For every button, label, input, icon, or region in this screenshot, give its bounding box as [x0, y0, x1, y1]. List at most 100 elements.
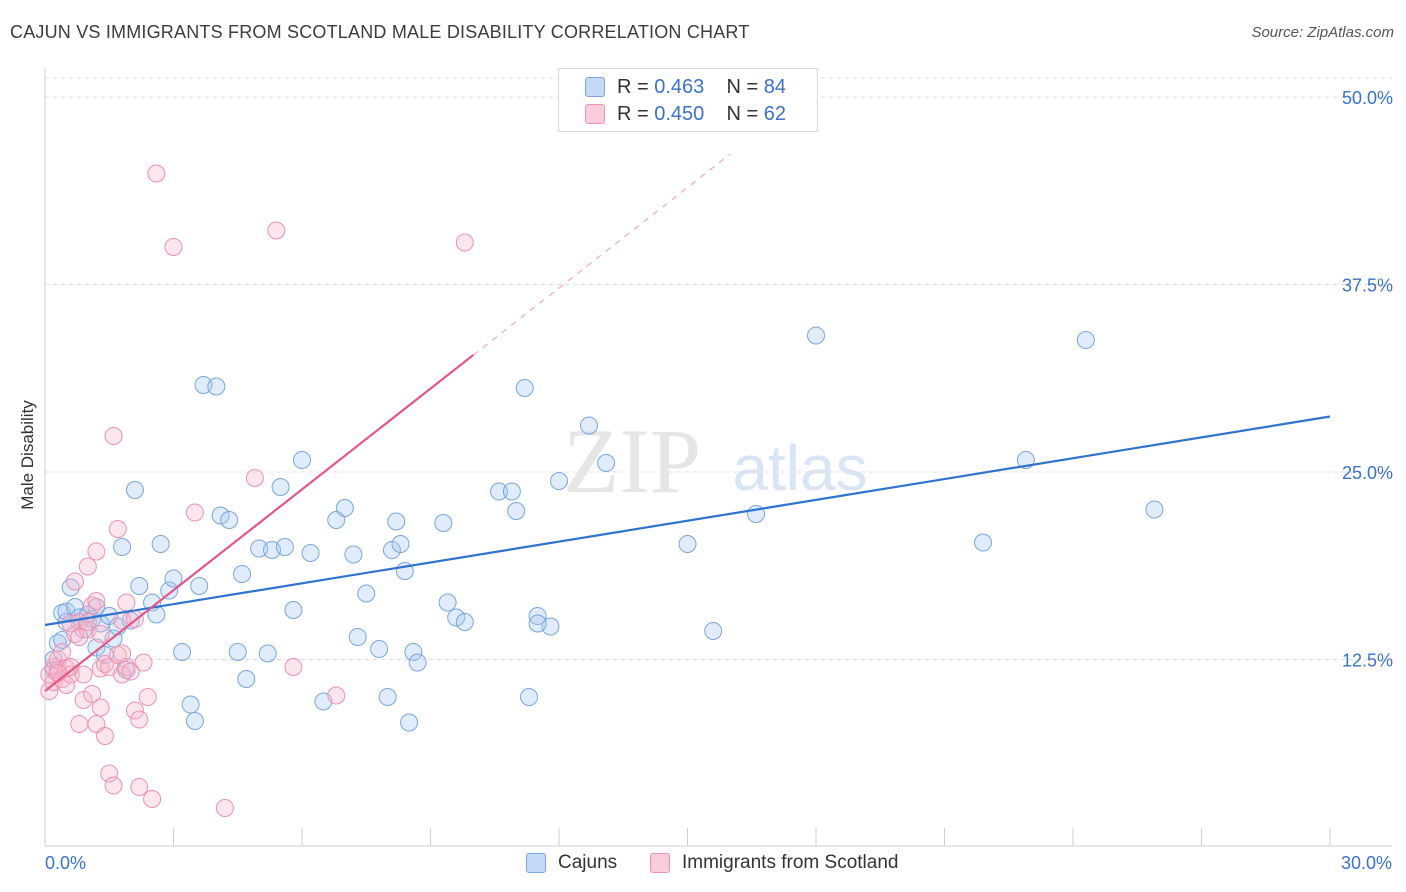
data-point-cajuns: [387, 512, 406, 531]
data-point-cajuns: [400, 713, 419, 732]
legend-r-label: R =: [617, 102, 649, 125]
legend-swatch-scotland: [585, 104, 605, 124]
data-point-cajuns: [1076, 331, 1095, 349]
data-point-scotland: [104, 427, 123, 445]
data-point-cajuns: [704, 622, 723, 640]
trend-extension-scotland: [472, 153, 731, 356]
watermark-atlas: atlas: [732, 432, 867, 504]
data-point-scotland: [125, 701, 144, 720]
data-point-scotland: [87, 592, 106, 610]
data-point-cajuns: [181, 695, 200, 714]
data-point-cajuns: [550, 472, 568, 490]
legend-swatch-cajuns: [585, 77, 605, 97]
data-point-cajuns: [194, 376, 213, 394]
data-point-cajuns: [211, 506, 230, 525]
data-point-cajuns: [1145, 500, 1164, 519]
data-point-scotland: [267, 221, 286, 240]
chart-title: CAJUN VS IMMIGRANTS FROM SCOTLAND MALE D…: [10, 22, 750, 42]
data-point-cajuns: [125, 481, 144, 499]
legend-swatch-cajuns: [526, 853, 546, 873]
data-point-cajuns: [301, 544, 320, 562]
data-point-scotland: [61, 665, 80, 684]
y-tick-label: 12.5%: [1342, 651, 1393, 671]
trend-line-scotland: [44, 354, 475, 692]
data-point-scotland: [134, 653, 153, 672]
data-point-cajuns: [357, 584, 376, 603]
data-point-scotland: [113, 644, 132, 663]
data-point-scotland: [117, 593, 136, 612]
legend-swatch-scotland: [650, 853, 670, 873]
data-point-scotland: [95, 727, 114, 745]
data-point-cajuns: [275, 538, 294, 556]
data-point-scotland: [245, 469, 264, 487]
data-point-scotland: [164, 238, 183, 256]
data-points: [40, 164, 1164, 817]
correlation-legend: R = 0.463 N = 84 R = 0.450 N = 62: [558, 68, 818, 132]
data-point-cajuns: [515, 379, 534, 397]
data-point-cajuns: [220, 511, 239, 529]
legend-n-label: N =: [726, 75, 759, 98]
legend-row-cajuns: R = 0.463 N = 84: [585, 75, 786, 99]
data-point-cajuns: [408, 653, 427, 672]
data-point-scotland: [40, 682, 59, 700]
data-point-cajuns: [378, 688, 397, 706]
data-point-cajuns: [130, 577, 149, 595]
data-point-cajuns: [271, 478, 290, 496]
data-point-scotland: [185, 503, 204, 522]
data-point-cajuns: [528, 607, 547, 625]
data-point-scotland: [87, 542, 106, 561]
data-point-scotland: [70, 628, 89, 646]
data-point-cajuns: [335, 499, 354, 517]
y-tick-label: 50.0%: [1342, 88, 1393, 108]
trend-lines: [44, 153, 1331, 692]
data-point-cajuns: [258, 644, 277, 663]
data-point-cajuns: [237, 670, 256, 688]
data-point-scotland: [284, 658, 303, 676]
data-point-cajuns: [507, 502, 526, 520]
data-point-cajuns: [579, 416, 598, 435]
data-point-scotland: [74, 665, 93, 684]
data-point-cajuns: [502, 482, 521, 501]
x-tick-label: 0.0%: [45, 853, 86, 873]
data-point-cajuns: [160, 581, 179, 600]
legend-label-scotland: Immigrants from Scotland: [682, 852, 899, 873]
tick-labels: 12.5% 25.0% 37.5% 50.0% 0.0% 30.0%: [45, 88, 1393, 873]
data-point-cajuns: [164, 569, 183, 588]
data-point-cajuns: [173, 643, 192, 661]
legend-row-scotland: R = 0.450 N = 62: [585, 102, 786, 126]
data-point-cajuns: [233, 565, 252, 583]
data-point-scotland: [53, 643, 72, 661]
legend-n-value: 84: [763, 75, 787, 98]
legend-n-label: N =: [726, 102, 759, 125]
data-point-scotland: [48, 664, 67, 682]
data-point-scotland: [100, 764, 119, 783]
data-point-cajuns: [520, 688, 539, 706]
data-point-cajuns: [185, 712, 204, 730]
data-point-scotland: [327, 686, 346, 705]
legend-n-value: 62: [763, 102, 787, 125]
legend-r-label: R =: [617, 75, 649, 98]
data-point-cajuns: [228, 643, 247, 661]
data-point-scotland: [215, 799, 234, 817]
data-point-scotland: [70, 715, 89, 733]
x-tick-label: 30.0%: [1341, 853, 1392, 873]
data-point-cajuns: [434, 514, 453, 532]
data-point-cajuns: [370, 640, 389, 658]
watermark: ZIP atlas: [563, 410, 868, 512]
data-point-cajuns: [293, 451, 311, 469]
data-point-scotland: [108, 520, 127, 538]
data-point-cajuns: [974, 533, 993, 552]
data-point-cajuns: [807, 326, 825, 345]
data-point-scotland: [130, 778, 149, 796]
series-legend: Cajuns Immigrants from Scotland: [0, 852, 1406, 878]
data-point-scotland: [91, 625, 110, 643]
data-point-cajuns: [490, 482, 509, 501]
data-point-cajuns: [207, 377, 226, 396]
legend-item-scotland: Immigrants from Scotland: [650, 852, 898, 874]
data-point-cajuns: [250, 539, 269, 558]
data-point-cajuns: [113, 538, 132, 556]
legend-r-value: 0.450: [654, 102, 705, 125]
data-point-scotland: [143, 790, 162, 808]
axes: [44, 68, 1392, 847]
